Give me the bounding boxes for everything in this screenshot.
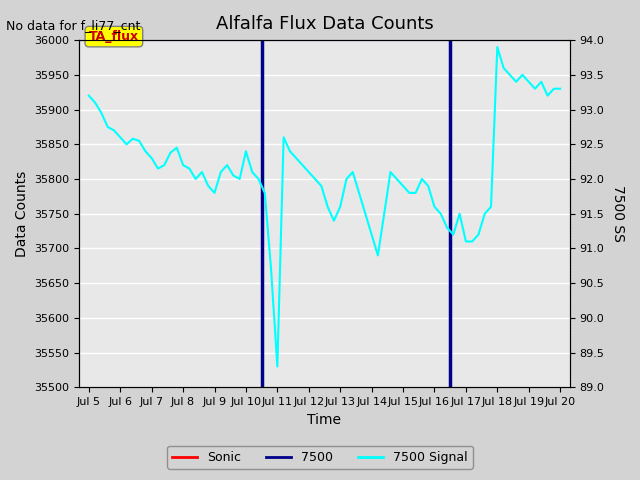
Text: TA_flux: TA_flux [89,30,139,43]
Legend: Sonic, 7500, 7500 Signal: Sonic, 7500, 7500 Signal [167,446,473,469]
Text: No data for f_li77_cnt: No data for f_li77_cnt [6,19,141,32]
Title: Alfalfa Flux Data Counts: Alfalfa Flux Data Counts [216,15,433,33]
X-axis label: Time: Time [307,413,342,427]
Y-axis label: 7500 SS: 7500 SS [611,185,625,242]
Y-axis label: Data Counts: Data Counts [15,170,29,257]
